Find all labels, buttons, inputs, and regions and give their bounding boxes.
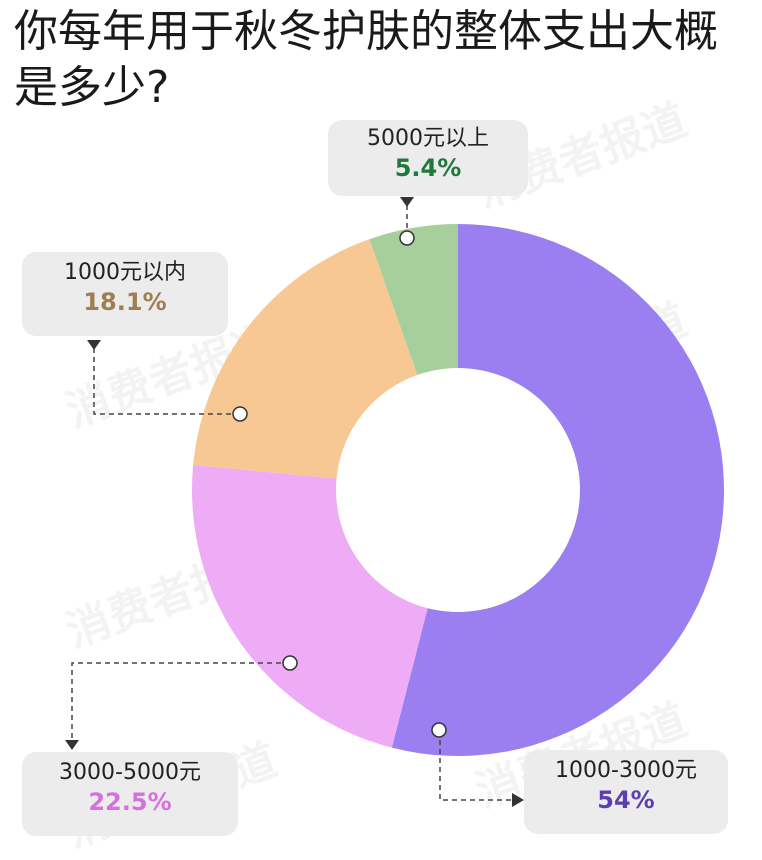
pointer-arrow	[65, 740, 79, 750]
slice-label: 1000元以内	[64, 260, 186, 285]
anchor-dot	[282, 655, 298, 671]
slice-value: 22.5%	[88, 788, 172, 816]
slice-value: 54%	[597, 786, 655, 814]
slice-label: 5000元以上	[367, 126, 489, 151]
chart-title: 你每年用于秋冬护肤的整体支出大概是多少?	[14, 6, 718, 113]
pointer-arrow	[400, 197, 414, 207]
callout-1000-below: 1000元以内 18.1%	[22, 252, 228, 336]
leader-line-3000-5000	[71, 662, 290, 740]
anchor-dot	[431, 722, 447, 738]
leader-line-1000-3000	[439, 740, 514, 801]
pointer-arrow	[512, 793, 524, 807]
slice-label: 3000-5000元	[59, 760, 201, 785]
slice-value: 18.1%	[83, 288, 167, 316]
leader-line-1000-below	[93, 345, 240, 415]
anchor-dot	[232, 406, 248, 422]
slice-value: 5.4%	[394, 154, 462, 182]
callout-5000-above: 5000元以上 5.4%	[328, 120, 528, 196]
callout-3000-5000: 3000-5000元 22.5%	[22, 752, 238, 836]
donut-hole	[336, 368, 580, 612]
slice-label: 1000-3000元	[555, 758, 697, 783]
anchor-dot	[399, 230, 415, 246]
callout-1000-3000: 1000-3000元 54%	[524, 750, 728, 834]
pointer-arrow	[87, 340, 101, 350]
